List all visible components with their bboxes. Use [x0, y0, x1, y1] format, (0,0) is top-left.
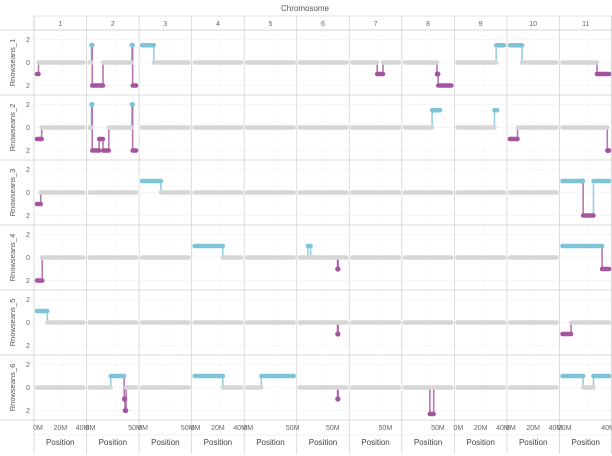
y-tick-label: 2: [26, 148, 30, 155]
y-tick-label: 0: [26, 125, 30, 132]
sample-segments-1: [34, 42, 612, 88]
x-tick-label: 50M: [128, 425, 142, 432]
y-tick-label: 2: [26, 102, 30, 109]
copy-point: [129, 101, 135, 108]
x-tick-label: 40M: [233, 425, 247, 432]
chromosome-header-9: 9: [479, 21, 483, 28]
y-tick-label: 2: [26, 362, 30, 369]
sample-label: Rnowseans_4: [8, 234, 17, 282]
sample-label: Rnowseans_5: [8, 299, 17, 347]
y-tick-label: 0: [26, 320, 30, 327]
x-tick-label: 0M: [33, 425, 43, 432]
y-tick-label: 2: [26, 297, 30, 304]
y-tick-label: 0: [26, 385, 30, 392]
copy-point: [129, 42, 135, 48]
sample-label: Rnowseans_1: [8, 39, 17, 87]
chromosome-header-10: 10: [529, 21, 537, 28]
x-axis-title: Position: [256, 438, 284, 447]
sample-label: Rnowseans_2: [8, 104, 17, 152]
sample-segments-4: [34, 243, 612, 283]
copy-point: [335, 266, 341, 272]
y-tick-label: 0: [26, 190, 30, 197]
sample-label: Rnowseans_3: [8, 169, 17, 217]
x-axis-title: Position: [571, 438, 599, 447]
x-tick-label: 50M: [286, 425, 300, 432]
copy-point: [335, 396, 341, 402]
x-tick-label: 40M: [496, 425, 510, 432]
chromosome-header-1: 1: [58, 21, 62, 28]
copy-point: [121, 396, 128, 402]
copy-point: [434, 71, 441, 77]
y-tick-label: 0: [26, 60, 30, 67]
x-axis-title: Position: [99, 438, 127, 447]
y-tick-label: 2: [26, 232, 30, 239]
x-tick-label: 50M: [326, 425, 340, 432]
y-tick-label: 2: [26, 343, 30, 350]
chromosome-header-3: 3: [163, 21, 167, 28]
sample-segments-3: [34, 178, 612, 218]
copy-point: [89, 101, 95, 108]
x-axis-title: Position: [46, 438, 74, 447]
sample-label: Rnowseans_6: [8, 364, 17, 412]
x-tick-label: 50M: [431, 425, 445, 432]
x-tick-label: 40M: [76, 425, 90, 432]
copy-point: [605, 147, 611, 154]
copy-point: [122, 407, 129, 414]
x-tick-label: -20M: [555, 425, 571, 432]
x-tick-label: 50M: [181, 425, 195, 432]
x-axis-title: Position: [309, 438, 337, 447]
x-tick-label: 20M: [211, 425, 225, 432]
sample-segments-6: [34, 373, 612, 417]
y-tick-label: 2: [26, 213, 30, 220]
x-tick-label: 0M: [506, 425, 516, 432]
chromosome-header-11: 11: [582, 21, 589, 28]
chromosome-header-7: 7: [374, 21, 378, 28]
x-tick-label: 20M: [53, 425, 67, 432]
x-axis-title: Position: [151, 438, 179, 447]
x-tick-label: 20M: [474, 425, 488, 432]
x-tick-label: 50M: [379, 425, 393, 432]
y-tick-label: 2: [26, 167, 30, 174]
x-axis-title: Position: [519, 438, 547, 447]
x-axis-title: Position: [204, 438, 232, 447]
top-axis-label: Chromosome: [281, 4, 330, 13]
y-tick-label: 2: [26, 37, 30, 44]
chromosome-header-2: 2: [111, 21, 115, 28]
chromosome-header-8: 8: [426, 21, 430, 28]
chromosome-header-6: 6: [321, 21, 325, 28]
copy-point: [579, 178, 585, 184]
y-tick-label: 2: [26, 278, 30, 285]
x-tick-label: 20M: [526, 425, 540, 432]
y-tick-label: 2: [26, 83, 30, 90]
chromosome-header-4: 4: [216, 21, 220, 28]
x-tick-label: 0M: [243, 425, 253, 432]
x-axis-title: Position: [466, 438, 494, 447]
x-axis-title: Position: [361, 438, 389, 447]
x-tick-label: 0M: [138, 425, 148, 432]
x-axis-title: Position: [414, 438, 442, 447]
x-tick-label: 0M: [191, 425, 201, 432]
chromosome-header-5: 5: [269, 21, 273, 28]
y-tick-label: 2: [26, 408, 30, 415]
sample-segments-2: [34, 101, 612, 154]
x-tick-label: 40M: [601, 425, 612, 432]
copy-point: [89, 42, 95, 48]
y-tick-label: 0: [26, 255, 30, 262]
copy-point: [335, 331, 341, 337]
x-tick-label: 40M: [549, 425, 563, 432]
sample-segments-5: [34, 308, 612, 337]
x-tick-label: 0M: [86, 425, 96, 432]
x-tick-label: 0M: [453, 425, 463, 432]
